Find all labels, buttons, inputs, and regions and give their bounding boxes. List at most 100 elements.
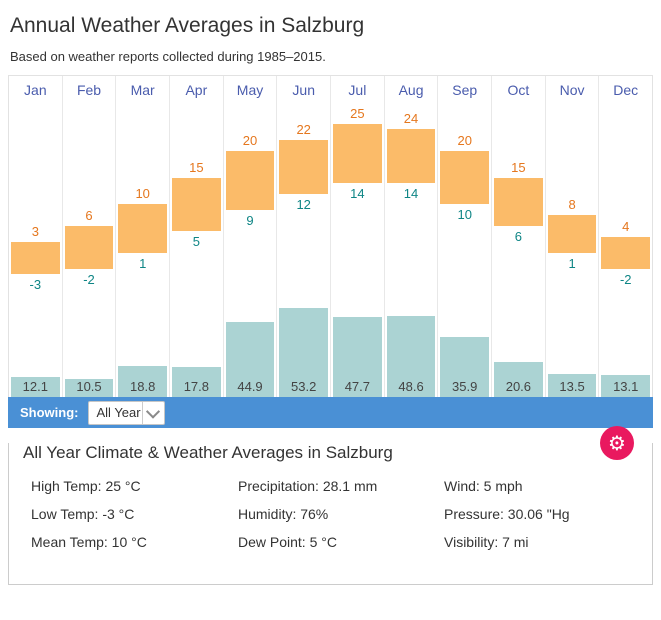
month-label: Jan xyxy=(24,82,47,98)
precipitation-bar xyxy=(333,317,382,397)
stat-pressure: Pressure: 30.06 "Hg xyxy=(444,506,570,522)
precipitation-bar xyxy=(279,308,329,397)
precipitation-bar xyxy=(494,362,543,397)
summary-panel: All Year Climate & Weather Averages in S… xyxy=(8,443,653,585)
stat-high-temp: High Temp: 25 °C xyxy=(31,478,141,494)
high-temp-value: 22 xyxy=(296,122,311,138)
month-column-jun[interactable]: Jun 22 12 53.2 xyxy=(277,76,332,397)
precipitation-value: 18.8 xyxy=(130,379,156,394)
stats-grid: High Temp: 25 °C Low Temp: -3 °C Mean Temp… xyxy=(31,472,652,556)
temp-range-bar xyxy=(64,225,114,269)
subtitle: Based on weather reports collected durin… xyxy=(10,49,326,64)
month-label: Jun xyxy=(292,82,315,98)
low-temp-value: 9 xyxy=(246,212,254,228)
temp-range-bar xyxy=(225,150,275,210)
precipitation-value: 44.9 xyxy=(237,379,263,394)
temp-range-bar xyxy=(279,140,329,194)
precipitation-value: 12.1 xyxy=(22,379,48,394)
temp-range-bar xyxy=(333,124,382,183)
high-temp-value: 10 xyxy=(135,186,150,202)
precipitation-bar xyxy=(547,374,597,397)
low-temp-value: -3 xyxy=(29,277,42,293)
summary-title: All Year Climate & Weather Averages in S… xyxy=(23,443,393,462)
month-column-mar[interactable]: Mar 10 1 18.8 xyxy=(116,76,171,397)
temp-range-bar xyxy=(11,241,60,275)
month-label: Feb xyxy=(76,82,102,98)
showing-label: Showing: xyxy=(20,405,79,420)
stat-dew-point: Dew Point: 5 °C xyxy=(238,534,337,550)
temp-range-bar xyxy=(547,215,597,253)
stat-mean-temp: Mean Temp: 10 °C xyxy=(31,534,147,550)
temp-range-bar xyxy=(494,177,543,226)
month-label: Nov xyxy=(559,82,585,98)
low-temp-value: 6 xyxy=(514,228,522,244)
month-column-jan[interactable]: Jan 3 -3 12.1 xyxy=(9,76,63,397)
precipitation-value: 13.1 xyxy=(613,379,639,394)
high-temp-value: 15 xyxy=(189,159,204,175)
stat-visibility: Visibility: 7 mi xyxy=(444,534,529,550)
high-temp-value: 8 xyxy=(568,197,576,213)
climate-chart: Jan 3 -3 12.1 Feb 6 -2 10.5 Mar 10 1 18.8 Apr 15 5 17.8… xyxy=(8,75,653,397)
precipitation-bar xyxy=(440,337,490,397)
high-temp-value: 24 xyxy=(403,111,419,127)
stat-wind: Wind: 5 mph xyxy=(444,478,523,494)
month-column-may[interactable]: May 20 9 44.9 xyxy=(224,76,278,397)
month-label: Jul xyxy=(348,82,367,98)
precipitation-value: 47.7 xyxy=(344,379,371,394)
precipitation-value: 13.5 xyxy=(559,379,585,394)
weather-page: Annual Weather Averages in Salzburg Base… xyxy=(0,14,661,620)
precipitation-value: 17.8 xyxy=(183,379,209,394)
precipitation-bar xyxy=(386,316,436,397)
low-temp-value: 12 xyxy=(296,196,311,212)
month-label: May xyxy=(236,82,264,98)
settings-button[interactable]: ⚙ xyxy=(600,426,634,460)
precipitation-bar xyxy=(225,322,275,397)
precipitation-value: 10.5 xyxy=(76,379,102,394)
month-label: Aug xyxy=(398,82,424,98)
low-temp-value: 10 xyxy=(457,207,472,223)
month-column-feb[interactable]: Feb 6 -2 10.5 xyxy=(63,76,117,397)
precipitation-bar xyxy=(118,366,168,397)
period-select[interactable]: All Year xyxy=(87,400,165,425)
stat-low-temp: Low Temp: -3 °C xyxy=(31,506,135,522)
low-temp-value: 14 xyxy=(403,186,419,201)
precipitation-value: 48.6 xyxy=(398,379,424,394)
precipitation-bar xyxy=(172,367,221,397)
month-column-oct[interactable]: Oct 15 6 20.6 xyxy=(492,76,546,397)
month-label: Oct xyxy=(507,82,530,98)
month-column-apr[interactable]: Apr 15 5 17.8 xyxy=(170,76,224,397)
high-temp-value: 15 xyxy=(511,159,526,175)
month-column-sep[interactable]: Sep 20 10 35.9 xyxy=(438,76,493,397)
month-column-nov[interactable]: Nov 8 1 13.5 xyxy=(546,76,600,397)
showing-bar: Showing: All Year xyxy=(8,397,653,428)
temp-range-bar xyxy=(440,150,490,205)
stat-humidity: Humidity: 76% xyxy=(238,506,329,522)
precipitation-value: 53.2 xyxy=(291,379,317,394)
precipitation-value: 20.6 xyxy=(505,379,532,394)
high-temp-value: 20 xyxy=(242,132,258,148)
stat-precipitation: Precipitation: 28.1 mm xyxy=(238,478,378,494)
precipitation-bar xyxy=(64,379,114,397)
high-temp-value: 25 xyxy=(350,106,365,121)
low-temp-value: 1 xyxy=(568,255,576,271)
temp-range-bar xyxy=(601,236,651,269)
high-temp-value: 4 xyxy=(622,218,630,234)
low-temp-value: -2 xyxy=(619,271,632,287)
month-label: Sep xyxy=(452,82,478,98)
month-label: Dec xyxy=(613,82,639,98)
high-temp-value: 6 xyxy=(85,207,93,223)
gear-icon: ⚙ xyxy=(608,431,626,455)
month-column-dec[interactable]: Dec 4 -2 13.1 xyxy=(599,76,652,397)
low-temp-value: 14 xyxy=(350,186,365,201)
month-label: Mar xyxy=(130,82,155,98)
month-label: Apr xyxy=(185,82,208,98)
precipitation-bar xyxy=(11,377,60,397)
high-temp-value: 20 xyxy=(457,132,472,148)
month-column-aug[interactable]: Aug 24 14 48.6 xyxy=(385,76,439,397)
temp-range-bar xyxy=(118,204,168,253)
low-temp-value: 5 xyxy=(192,234,200,250)
period-select-value: All Year xyxy=(96,405,141,420)
month-column-jul[interactable]: Jul 25 14 47.7 xyxy=(331,76,385,397)
low-temp-value: 1 xyxy=(139,255,147,271)
chevron-down-icon xyxy=(141,401,164,424)
